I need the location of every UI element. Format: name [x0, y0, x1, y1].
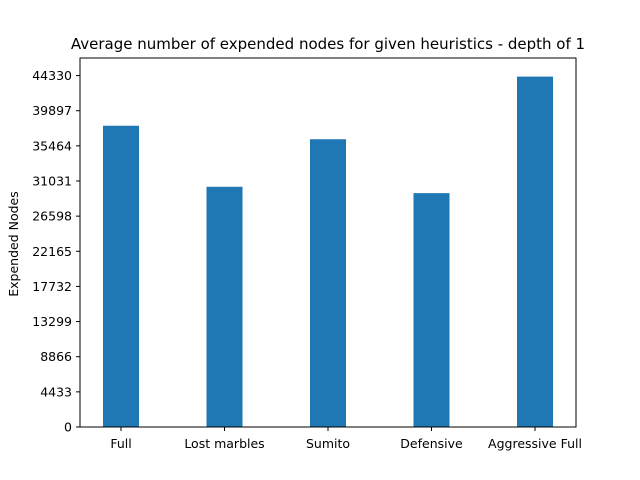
bar-sumito	[310, 139, 346, 427]
bars-group	[103, 76, 553, 428]
y-tick-label: 4433	[40, 384, 72, 399]
y-tick-label: 8866	[40, 349, 72, 364]
x-tick-label: Defensive	[400, 436, 463, 451]
bar-defensive	[413, 193, 450, 427]
x-tick-label: Aggressive Full	[488, 436, 582, 451]
plot-frame	[79, 57, 577, 428]
y-tick-label: 17732	[32, 279, 72, 294]
y-tick-label: 0	[64, 420, 72, 435]
y-tick-label: 22165	[32, 244, 72, 259]
y-tick-label: 35464	[32, 138, 72, 153]
y-tick-label: 26598	[32, 209, 72, 224]
x-tick-label: Sumito	[306, 436, 350, 451]
chart-title: Average number of expended nodes for giv…	[71, 35, 585, 53]
y-tick-label: 31031	[32, 173, 72, 188]
x-axis-ticks: Full Lost marbles Sumito Defensive Aggressiv…	[110, 427, 582, 451]
x-tick-label: Full	[110, 436, 131, 451]
y-axis-ticks: 0 4433 8866 13299 17732 22165 26598 31031 35464 3…	[32, 68, 80, 435]
y-tick-label: 44330	[32, 68, 72, 83]
y-tick-label: 39897	[32, 103, 72, 118]
bar-aggressive-full	[517, 76, 553, 428]
y-tick-label: 13299	[32, 314, 72, 329]
y-axis-label: Expended Nodes	[6, 191, 21, 297]
x-tick-label: Lost marbles	[184, 436, 264, 451]
bar-lost-marbles	[206, 186, 243, 427]
bar-full	[103, 125, 139, 427]
